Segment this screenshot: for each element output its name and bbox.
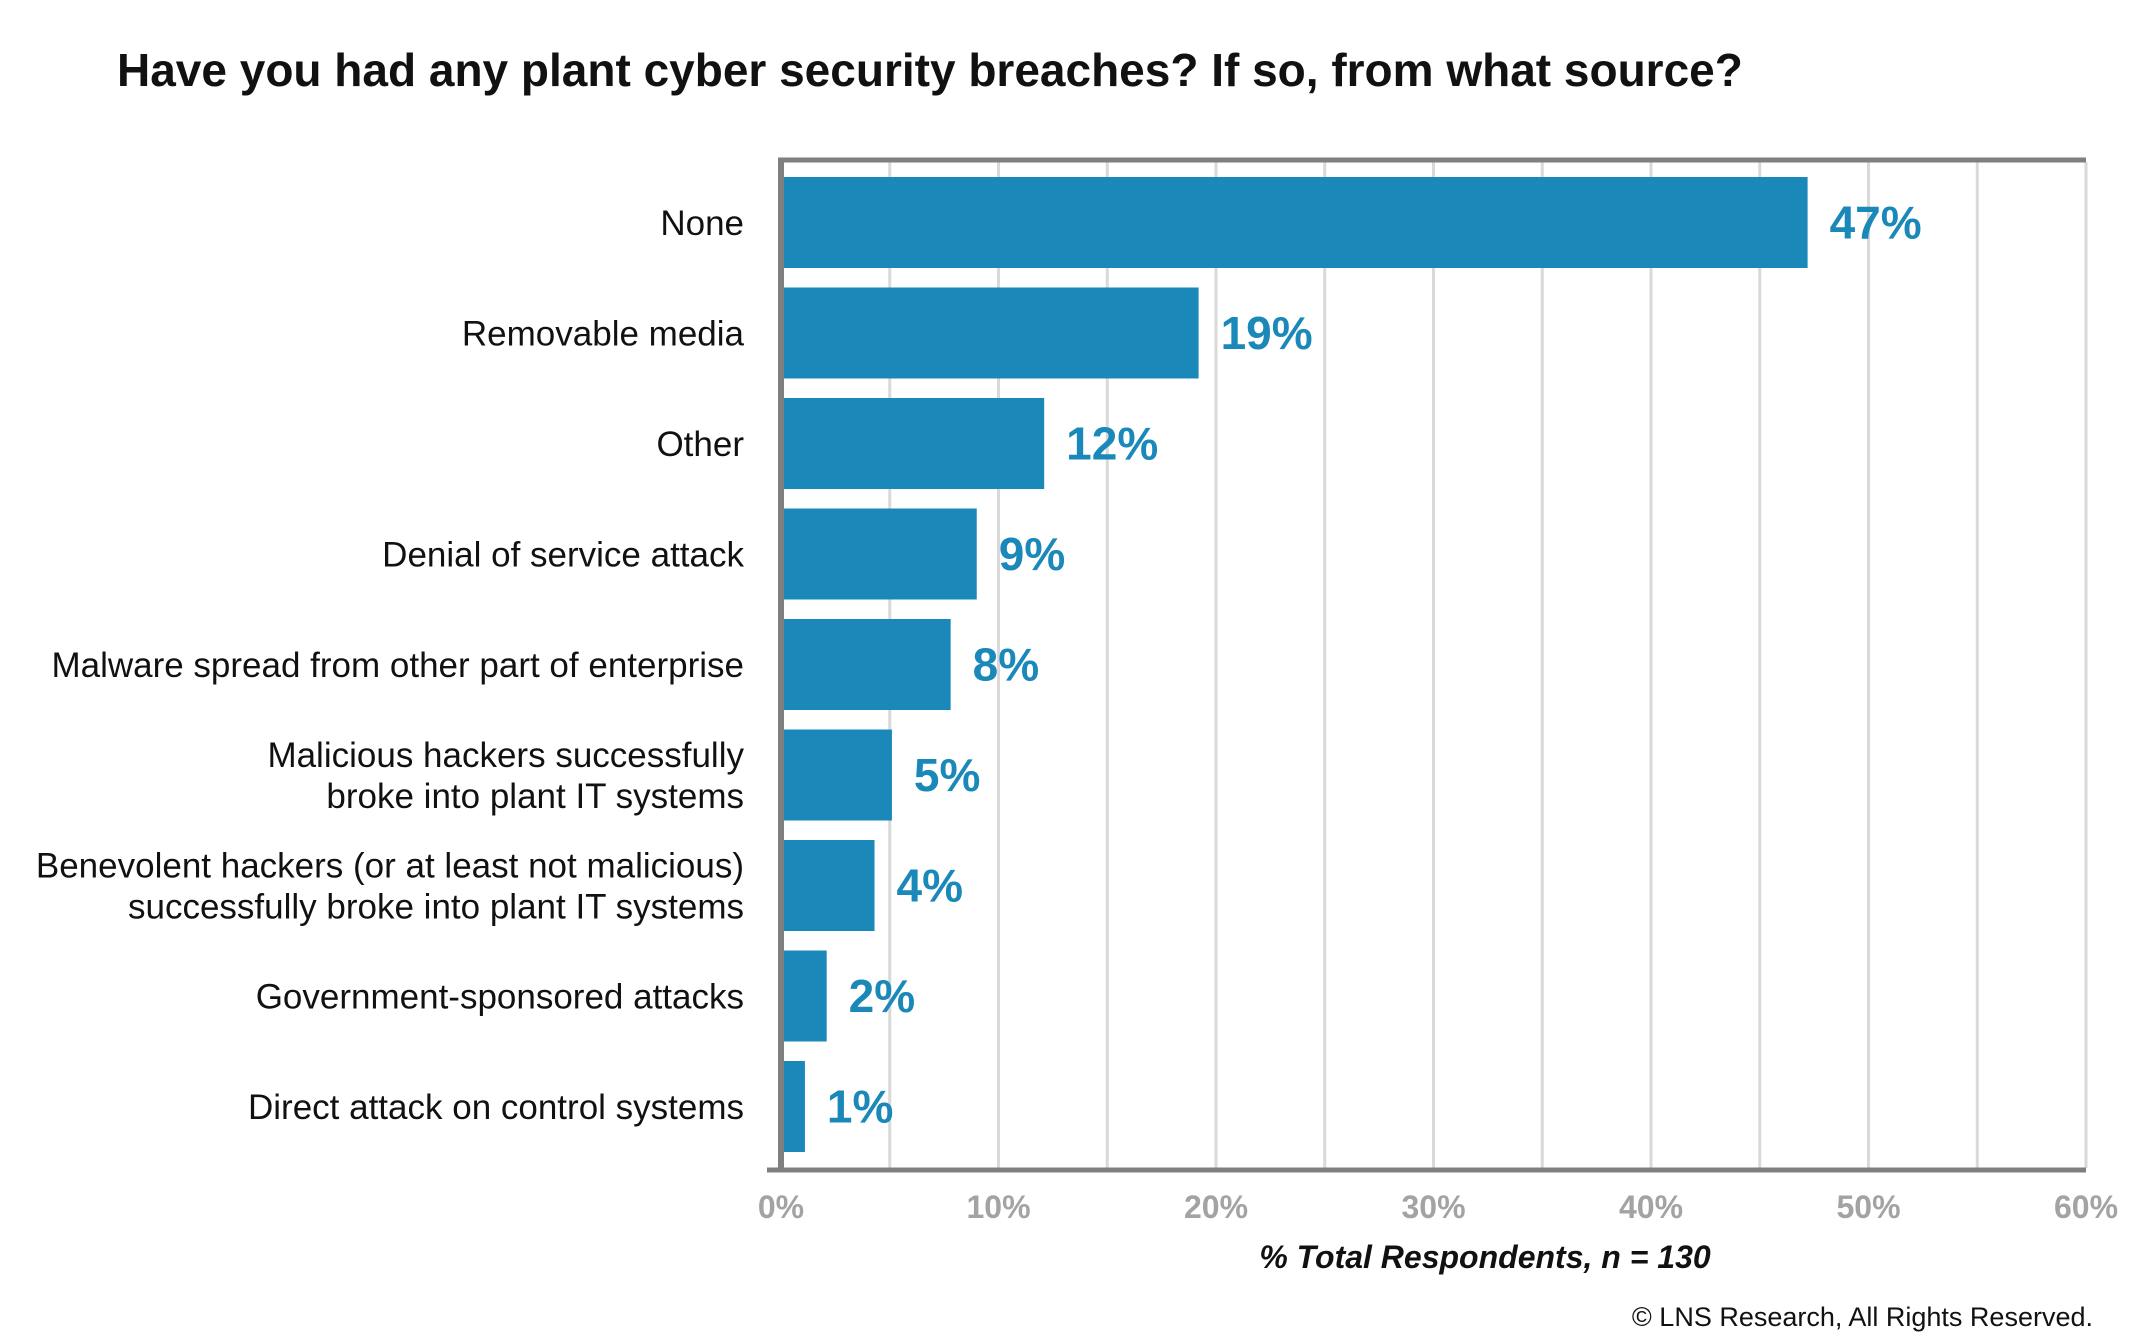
x-tick-label: 0% [758, 1189, 804, 1225]
category-labels: None Removable media Other Denial of servic… [36, 204, 745, 1127]
chart-title: Have you had any plant cyber security br… [117, 44, 1743, 96]
category-label-line: broke into plant IT systems [326, 777, 744, 816]
category-label: Malicious hackers successfully broke into… [267, 736, 744, 816]
copyright-notice: © LNS Research, All Rights Reserved. [1632, 1302, 2093, 1332]
bar [781, 729, 892, 821]
category-label: Benevolent hackers (or at least not mali… [36, 847, 744, 927]
value-label: 12% [1066, 418, 1158, 470]
x-tick-label: 20% [1184, 1189, 1248, 1225]
category-label: Government-sponsored attacks [256, 978, 744, 1017]
value-labels: 47% 19% 12% 9% 8% 5% 4% 2% 1% [827, 197, 1922, 1133]
x-tick-labels: 0% 10% 20% 30% 40% 50% 60% [758, 1189, 2118, 1225]
bar [781, 950, 827, 1042]
category-label: Removable media [462, 315, 745, 354]
bar [781, 840, 875, 931]
category-label: Other [656, 425, 744, 464]
value-label: 4% [897, 860, 963, 912]
value-label: 8% [973, 639, 1039, 691]
bar [781, 619, 951, 710]
x-axis-title: % Total Respondents, n = 130 [1259, 1239, 1711, 1275]
bar [781, 398, 1045, 489]
bar [781, 287, 1199, 379]
category-label: Denial of service attack [382, 536, 744, 575]
value-label: 47% [1830, 197, 1922, 249]
value-label: 19% [1221, 307, 1313, 359]
category-label-line: Malware spread from other part of enterp… [51, 646, 744, 685]
bar [781, 1061, 805, 1152]
value-label: 2% [849, 970, 915, 1022]
bar [781, 508, 977, 600]
value-label: 9% [999, 528, 1065, 580]
category-label-line: None [660, 204, 744, 243]
category-label-line: Other [656, 425, 744, 464]
value-label: 5% [914, 749, 980, 801]
category-label-line: Government-sponsored attacks [256, 978, 744, 1017]
x-tick-label: 50% [1836, 1189, 1900, 1225]
category-label-line: Malicious hackers successfully [267, 736, 744, 775]
category-label: Malware spread from other part of enterp… [51, 646, 744, 685]
bars [781, 177, 1808, 1152]
value-label: 1% [827, 1081, 893, 1133]
category-label-line: successfully broke into plant IT systems [128, 888, 744, 927]
x-tick-label: 60% [2054, 1189, 2118, 1225]
category-label-line: Removable media [462, 315, 745, 354]
category-label-line: Direct attack on control systems [248, 1088, 744, 1127]
x-tick-label: 40% [1619, 1189, 1683, 1225]
x-tick-label: 30% [1401, 1189, 1465, 1225]
bar [781, 177, 1808, 268]
x-tick-label: 10% [966, 1189, 1030, 1225]
category-label: Direct attack on control systems [248, 1088, 744, 1127]
category-label-line: Benevolent hackers (or at least not mali… [36, 847, 744, 886]
category-label: None [660, 204, 744, 243]
axes [767, 157, 2086, 1173]
category-label-line: Denial of service attack [382, 536, 744, 575]
